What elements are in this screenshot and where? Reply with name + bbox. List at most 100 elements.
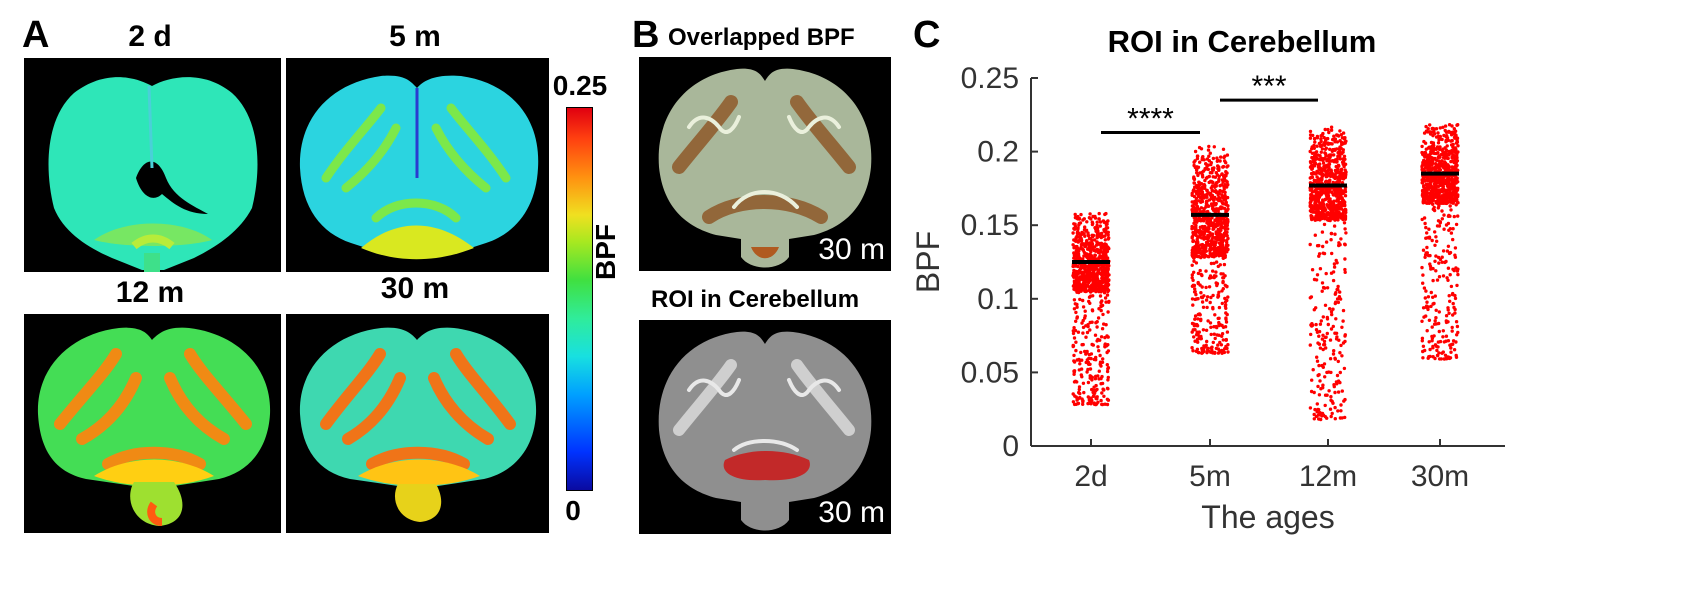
data-point-30m	[1431, 346, 1435, 350]
data-point-5m	[1216, 227, 1220, 232]
x-axis-label: The ages	[1201, 499, 1334, 535]
data-point-2d	[1100, 381, 1105, 386]
data-point-2d	[1093, 226, 1097, 230]
data-point-30m	[1447, 129, 1451, 134]
data-point-2d	[1077, 368, 1081, 372]
data-point-12m	[1316, 199, 1320, 203]
data-point-30m	[1453, 296, 1458, 301]
data-point-12m	[1339, 403, 1343, 407]
data-point-12m	[1333, 232, 1337, 236]
data-point-5m	[1200, 157, 1204, 162]
data-point-2d	[1102, 220, 1106, 224]
data-point-12m	[1343, 333, 1347, 337]
data-point-30m	[1449, 231, 1454, 235]
data-point-2d	[1100, 402, 1104, 407]
data-point-5m	[1196, 340, 1200, 344]
data-point-30m	[1434, 151, 1438, 156]
data-point-30m	[1433, 169, 1437, 173]
data-point-30m	[1450, 124, 1454, 128]
colorbar-title: BPF	[590, 224, 621, 280]
data-point-12m	[1328, 338, 1333, 342]
data-point-5m	[1225, 240, 1229, 244]
data-point-30m	[1453, 198, 1458, 203]
data-point-5m	[1219, 343, 1224, 347]
data-point-5m	[1198, 171, 1202, 175]
data-point-30m	[1441, 147, 1445, 151]
data-point-5m	[1210, 193, 1215, 198]
data-point-2d	[1098, 220, 1103, 224]
data-point-30m	[1456, 186, 1460, 190]
data-point-12m	[1332, 349, 1336, 353]
data-point-5m	[1220, 189, 1225, 194]
data-point-30m	[1443, 260, 1447, 265]
data-point-30m	[1441, 125, 1445, 129]
y-tick-label: 0.1	[977, 283, 1019, 316]
data-point-2d	[1076, 214, 1080, 219]
data-point-5m	[1224, 320, 1229, 324]
data-point-30m	[1440, 194, 1444, 199]
data-point-30m	[1453, 246, 1458, 250]
data-point-2d	[1090, 320, 1094, 324]
x-tick-label: 2d	[1074, 460, 1107, 493]
data-point-12m	[1323, 375, 1327, 379]
data-point-30m	[1434, 147, 1438, 152]
data-point-2d	[1085, 220, 1089, 224]
data-point-30m	[1420, 178, 1424, 182]
data-point-5m	[1222, 187, 1226, 191]
data-point-2d	[1095, 229, 1099, 233]
data-point-5m	[1206, 236, 1210, 241]
data-point-30m	[1441, 249, 1446, 253]
data-point-5m	[1208, 274, 1213, 278]
data-point-2d	[1098, 353, 1102, 358]
data-point-12m	[1329, 173, 1333, 177]
data-point-12m	[1335, 147, 1339, 151]
data-point-5m	[1209, 202, 1214, 206]
data-point-30m	[1434, 269, 1438, 273]
data-point-2d	[1097, 289, 1101, 294]
data-point-12m	[1316, 213, 1321, 218]
data-point-30m	[1452, 268, 1456, 273]
data-point-30m	[1428, 347, 1432, 352]
data-point-2d	[1089, 254, 1094, 258]
data-point-2d	[1081, 331, 1085, 335]
data-point-30m	[1425, 300, 1429, 304]
data-point-30m	[1431, 166, 1435, 170]
data-point-2d	[1104, 222, 1108, 227]
data-point-5m	[1198, 160, 1202, 164]
data-point-5m	[1193, 314, 1198, 318]
data-point-5m	[1214, 247, 1218, 251]
data-point-30m	[1449, 208, 1453, 212]
data-point-2d	[1098, 224, 1102, 228]
data-point-12m	[1310, 166, 1315, 171]
data-point-12m	[1324, 271, 1328, 276]
data-point-12m	[1338, 176, 1343, 180]
data-point-30m	[1425, 251, 1429, 255]
data-point-5m	[1190, 273, 1194, 277]
data-point-30m	[1454, 266, 1458, 270]
data-point-2d	[1081, 298, 1085, 303]
data-point-5m	[1219, 205, 1223, 210]
data-point-5m	[1225, 221, 1229, 225]
data-point-2d	[1103, 238, 1107, 242]
data-point-30m	[1454, 163, 1458, 168]
data-point-5m	[1224, 303, 1228, 307]
data-point-5m	[1214, 209, 1218, 213]
data-point-5m	[1213, 183, 1217, 187]
data-point-12m	[1323, 138, 1328, 142]
data-point-12m	[1330, 190, 1334, 195]
data-point-2d	[1078, 391, 1082, 396]
data-point-2d	[1086, 323, 1090, 327]
data-point-30m	[1443, 353, 1448, 357]
data-point-30m	[1436, 340, 1441, 344]
data-point-30m	[1454, 320, 1459, 324]
data-point-12m	[1325, 159, 1329, 163]
data-point-2d	[1105, 293, 1110, 297]
data-point-5m	[1195, 330, 1199, 334]
data-point-5m	[1192, 256, 1196, 260]
data-point-12m	[1315, 355, 1319, 359]
data-point-30m	[1429, 175, 1433, 179]
data-point-30m	[1448, 343, 1452, 347]
data-point-12m	[1316, 413, 1321, 417]
data-point-12m	[1329, 168, 1333, 172]
data-point-5m	[1197, 180, 1201, 184]
